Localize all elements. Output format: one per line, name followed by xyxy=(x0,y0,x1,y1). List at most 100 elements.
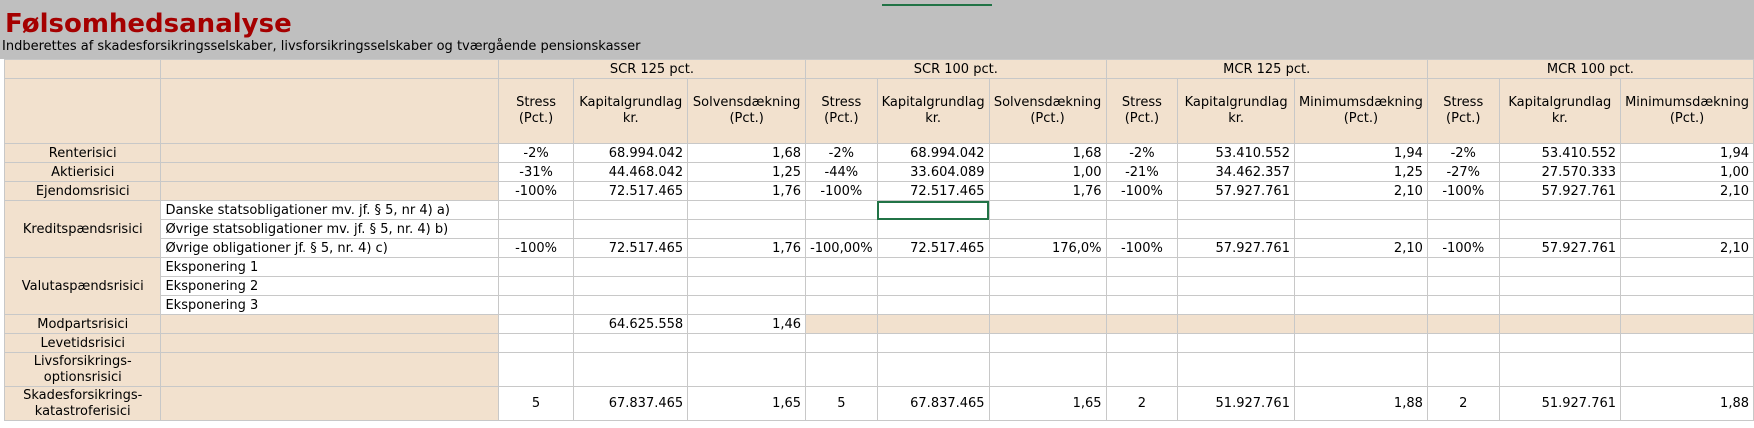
cell-stress[interactable]: -100% xyxy=(1105,238,1179,258)
header-blank-cell[interactable] xyxy=(160,59,499,79)
cell-kapital[interactable] xyxy=(1498,352,1622,387)
sub-label-cell[interactable] xyxy=(160,162,499,182)
cell-minimum[interactable] xyxy=(1293,200,1428,220)
cell-kapital[interactable]: 53.410.552 xyxy=(1177,143,1295,163)
cell-kapital[interactable]: 67.837.465 xyxy=(573,386,689,421)
risk-label[interactable]: Kreditspændsrisici xyxy=(3,200,162,258)
cell-kapital[interactable]: 72.517.465 xyxy=(876,238,990,258)
cell-minimum[interactable] xyxy=(1620,333,1754,353)
cell-stress[interactable] xyxy=(497,257,575,277)
cell-stress[interactable] xyxy=(1426,333,1500,353)
cell-minimum[interactable] xyxy=(1620,352,1754,387)
cell-kapital[interactable] xyxy=(573,276,689,296)
cell-stress[interactable] xyxy=(1105,276,1179,296)
cell-solvens[interactable]: 1,68 xyxy=(687,143,807,163)
cell-solvens[interactable] xyxy=(988,276,1107,296)
group-scr125[interactable]: SCR 125 pct. xyxy=(497,59,807,79)
cell-kapital[interactable] xyxy=(573,352,689,387)
cell-minimum[interactable] xyxy=(1620,219,1754,239)
cell-solvens[interactable]: 1,00 xyxy=(988,162,1107,182)
cell-solvens[interactable] xyxy=(687,352,807,387)
cell-kapital[interactable] xyxy=(1177,333,1295,353)
cell-minimum[interactable] xyxy=(1620,295,1754,315)
cell-kapital[interactable] xyxy=(1177,257,1295,277)
col-minimumsdaekning[interactable]: Minimumsdækning (Pct.) xyxy=(1620,78,1754,144)
cell-stress[interactable] xyxy=(497,352,575,387)
cell-kapital[interactable] xyxy=(573,200,689,220)
cell-stress[interactable]: 5 xyxy=(805,386,878,421)
cell-solvens[interactable] xyxy=(687,333,807,353)
cell-kapital[interactable] xyxy=(573,295,689,315)
cell-stress[interactable]: -44% xyxy=(805,162,878,182)
cell-stress[interactable] xyxy=(1105,295,1179,315)
cell-minimum[interactable] xyxy=(1293,219,1428,239)
cell-kapital[interactable] xyxy=(1498,219,1622,239)
cell-kapital[interactable] xyxy=(573,257,689,277)
cell-minimum[interactable]: 2,10 xyxy=(1293,238,1428,258)
cell-solvens[interactable] xyxy=(687,200,807,220)
cell-solvens[interactable]: 1,68 xyxy=(988,143,1107,163)
cell-minimum[interactable] xyxy=(1620,257,1754,277)
cell-solvens[interactable] xyxy=(687,276,807,296)
cell-kapital[interactable] xyxy=(1177,219,1295,239)
cell-solvens[interactable] xyxy=(687,257,807,277)
cell-stress[interactable]: 2 xyxy=(1105,386,1179,421)
cell-kapital[interactable]: 64.625.558 xyxy=(573,314,689,334)
cell-kapital[interactable]: 57.927.761 xyxy=(1177,238,1295,258)
cell-kapital[interactable] xyxy=(1177,276,1295,296)
cell-stress[interactable]: -100% xyxy=(497,238,575,258)
cell-solvens[interactable]: 1,65 xyxy=(988,386,1107,421)
risk-label[interactable]: Aktierisici xyxy=(3,162,162,182)
cell-stress[interactable] xyxy=(1426,295,1500,315)
col-kapitalgrundlag[interactable]: Kapitalgrundlag kr. xyxy=(876,78,990,144)
cell-stress[interactable] xyxy=(1426,276,1500,296)
cell-stress[interactable]: -100,00% xyxy=(805,238,878,258)
cell-kapital[interactable]: 51.927.761 xyxy=(1177,386,1295,421)
cell-kapital[interactable] xyxy=(1498,257,1622,277)
cell-stress[interactable]: -100% xyxy=(1105,181,1179,201)
cell-solvens[interactable]: 1,76 xyxy=(687,181,807,201)
cell-solvens[interactable] xyxy=(988,295,1107,315)
cell-stress[interactable]: -21% xyxy=(1105,162,1179,182)
cell-minimum[interactable]: 1,25 xyxy=(1293,162,1428,182)
cell-stress[interactable] xyxy=(1105,257,1179,277)
cell-stress[interactable] xyxy=(1426,352,1500,387)
cell-kapital[interactable]: 57.927.761 xyxy=(1177,181,1295,201)
cell-stress[interactable] xyxy=(1105,200,1179,220)
group-mcr100[interactable]: MCR 100 pct. xyxy=(1426,59,1754,79)
col-kapitalgrundlag[interactable]: Kapitalgrundlag kr. xyxy=(573,78,689,144)
cell-kapital[interactable] xyxy=(1498,295,1622,315)
cell-kapital[interactable]: 57.927.761 xyxy=(1498,238,1622,258)
cell-stress[interactable] xyxy=(497,276,575,296)
cell-kapital[interactable] xyxy=(876,219,990,239)
risk-label[interactable]: Skadesforsikrings-katastroferisici xyxy=(3,386,162,421)
cell-stress[interactable] xyxy=(805,333,878,353)
cell-stress[interactable]: -2% xyxy=(1105,143,1179,163)
sub-label[interactable]: Øvrige statsobligationer mv. jf. § 5, nr… xyxy=(160,219,499,239)
cell-minimum[interactable] xyxy=(1620,276,1754,296)
cell-minimum[interactable]: 2,10 xyxy=(1620,238,1754,258)
cell-kapital[interactable] xyxy=(1177,352,1295,387)
cell-kapital[interactable]: 33.604.089 xyxy=(876,162,990,182)
cell-kapital[interactable] xyxy=(1498,276,1622,296)
cell-stress[interactable] xyxy=(497,219,575,239)
cell-kapital[interactable] xyxy=(1177,295,1295,315)
cell-kapital[interactable]: 72.517.465 xyxy=(573,181,689,201)
sub-label-cell[interactable] xyxy=(160,181,499,201)
col-stress[interactable]: Stress (Pct.) xyxy=(1426,78,1500,144)
sub-label[interactable]: Danske statsobligationer mv. jf. § 5, nr… xyxy=(160,200,499,220)
cell-stress[interactable]: -2% xyxy=(805,143,878,163)
cell-minimum[interactable] xyxy=(1620,200,1754,220)
cell-minimum[interactable] xyxy=(1293,276,1428,296)
cell-solvens[interactable] xyxy=(988,219,1107,239)
header-blank-cell[interactable] xyxy=(160,78,499,144)
cell-solvens[interactable] xyxy=(687,295,807,315)
cell-stress[interactable] xyxy=(497,295,575,315)
cell-solvens[interactable]: 1,76 xyxy=(988,181,1107,201)
sub-label[interactable]: Øvrige obligationer jf. § 5, nr. 4) c) xyxy=(160,238,499,258)
cell-stress[interactable] xyxy=(497,314,575,334)
cell-stress[interactable]: -2% xyxy=(1426,143,1500,163)
cell-minimum[interactable]: 1,94 xyxy=(1293,143,1428,163)
cell-stress[interactable]: 5 xyxy=(497,386,575,421)
cell-kapital[interactable]: 68.994.042 xyxy=(573,143,689,163)
